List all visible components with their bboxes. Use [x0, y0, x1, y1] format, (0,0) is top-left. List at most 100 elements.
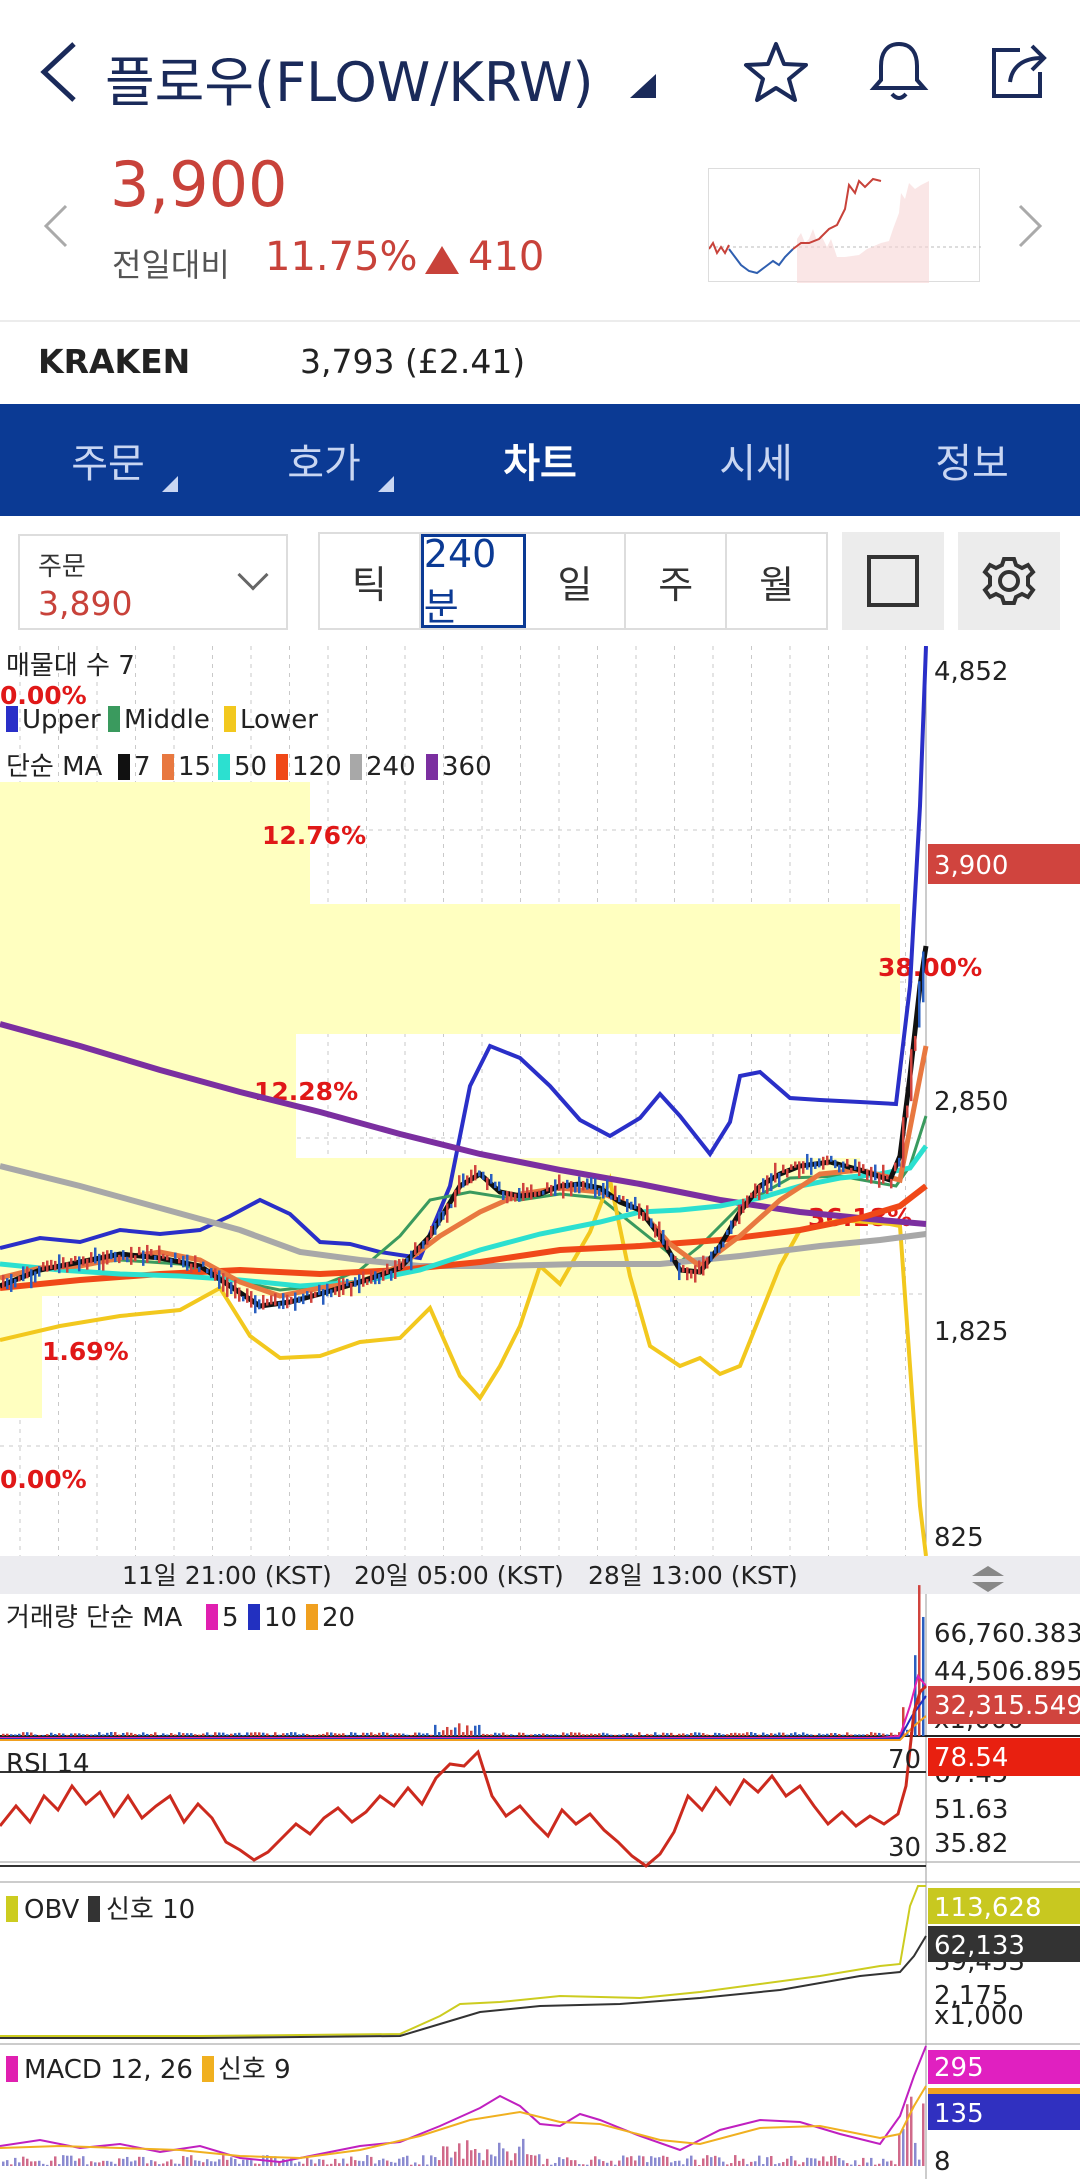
candle — [462, 1173, 465, 1188]
candle — [922, 951, 925, 1003]
macd-histogram-bar — [82, 2156, 85, 2166]
tab-chart[interactable]: 차트 — [432, 404, 648, 516]
period-month[interactable]: 월 — [759, 562, 795, 607]
period-week[interactable]: 주 — [626, 534, 728, 628]
volume-bar — [438, 1732, 441, 1736]
volume-bar — [210, 1734, 213, 1736]
prev-arrow-icon[interactable] — [40, 202, 70, 250]
candle — [46, 1260, 49, 1272]
macd-histogram-bar — [614, 2164, 617, 2166]
volume-bar — [70, 1733, 73, 1736]
candle — [706, 1257, 709, 1269]
macd-histogram-bar — [490, 2154, 493, 2166]
candle — [506, 1190, 509, 1204]
bell-icon[interactable] — [868, 38, 930, 104]
candle — [222, 1273, 225, 1292]
y-tick-label: x1,000 — [934, 2001, 1024, 2031]
candle — [86, 1258, 89, 1270]
candle — [262, 1295, 265, 1310]
order-select[interactable]: 주문 3,890 — [18, 534, 288, 630]
page-title[interactable]: 플로우(FLOW/KRW) — [105, 51, 594, 114]
volume-bar — [206, 1732, 209, 1736]
macd-histogram-bar — [330, 2163, 333, 2166]
mini-chart[interactable] — [708, 168, 981, 283]
candle — [106, 1250, 109, 1265]
candle — [74, 1255, 77, 1262]
macd-histogram-bar — [754, 2161, 757, 2166]
volume-bar — [578, 1732, 581, 1736]
macd-histogram-bar — [582, 2164, 585, 2166]
macd-histogram-bar — [134, 2160, 137, 2166]
macd-histogram-bar — [402, 2157, 405, 2166]
chevron-left-icon[interactable] — [36, 40, 82, 104]
candle — [702, 1255, 705, 1276]
macd-histogram-bar — [822, 2156, 825, 2166]
candle — [170, 1258, 173, 1268]
volume-bar — [366, 1732, 369, 1736]
macd-histogram-bar — [450, 2157, 453, 2166]
share-icon[interactable] — [986, 38, 1052, 102]
candle — [270, 1295, 273, 1305]
macd-histogram-bar — [346, 2163, 349, 2166]
candle — [606, 1179, 609, 1197]
macd-histogram-bar — [190, 2155, 193, 2166]
volume-bar — [182, 1733, 185, 1736]
macd-histogram-bar — [718, 2157, 721, 2166]
volume-bar — [354, 1732, 357, 1736]
macd-histogram-bar — [26, 2158, 29, 2166]
macd-histogram-bar — [94, 2162, 97, 2166]
macd-histogram-bar — [306, 2157, 309, 2166]
volume-bar — [674, 1734, 677, 1736]
macd-histogram-bar — [886, 2161, 889, 2166]
volume-bar — [666, 1733, 669, 1736]
macd-histogram-bar — [102, 2160, 105, 2166]
candle — [218, 1270, 221, 1289]
tab-quotes[interactable]: 시세 — [648, 404, 864, 516]
candle — [442, 1210, 445, 1220]
volume-bar — [446, 1726, 449, 1736]
period-tick[interactable]: 틱 — [320, 534, 421, 628]
chart-type-button[interactable] — [842, 532, 944, 630]
candle — [190, 1263, 193, 1274]
period-day[interactable]: 일 — [526, 534, 627, 628]
volume-bar — [82, 1734, 85, 1736]
candle — [318, 1284, 321, 1295]
candle — [798, 1161, 801, 1179]
chart-area[interactable]: 0.00% 12.76% 38.00% 12.28% 36.18% 1.69% … — [0, 645, 1080, 2179]
volume-bar — [90, 1734, 93, 1736]
macd-histogram-bar — [438, 2160, 441, 2166]
macd-histogram-bar — [422, 2155, 425, 2166]
macd-histogram-bar — [258, 2163, 261, 2166]
tab-order[interactable]: 주문 — [0, 404, 216, 516]
volume-bar — [18, 1733, 21, 1736]
macd-histogram-bar — [278, 2161, 281, 2166]
macd-histogram-bar — [406, 2155, 409, 2166]
star-icon[interactable] — [742, 40, 810, 104]
volume-bar — [74, 1733, 77, 1736]
macd-histogram-bar — [566, 2157, 569, 2166]
period-240min[interactable]: 240분 — [420, 532, 526, 629]
legend-ma-7: 7 — [134, 752, 151, 782]
triangle-down-icon[interactable] — [630, 74, 656, 98]
candle — [298, 1296, 301, 1304]
candle — [38, 1265, 41, 1277]
chart-settings-button[interactable] — [958, 532, 1060, 630]
next-arrow-icon[interactable] — [1016, 202, 1046, 250]
macd-histogram-bar — [126, 2156, 129, 2166]
macd-signal-legend: 신호 9 — [218, 2055, 291, 2085]
volume-bar — [838, 1733, 841, 1736]
tab-orderbook[interactable]: 호가 — [216, 404, 432, 516]
tab-info[interactable]: 정보 — [864, 404, 1080, 516]
candle — [642, 1212, 645, 1221]
resize-handle-icon[interactable] — [972, 1566, 1004, 1592]
volume-bar — [158, 1734, 161, 1736]
y-tick-label: 1,825 — [934, 1317, 1008, 1347]
macd-histogram-bar — [782, 2162, 785, 2166]
macd-histogram-bar — [434, 2157, 437, 2166]
macd-histogram-bar — [850, 2164, 853, 2166]
volume-bar — [322, 1733, 325, 1736]
y-tick-label: 66,760.383 — [934, 1619, 1080, 1649]
volume-bar — [150, 1734, 153, 1736]
macd-histogram-bar — [150, 2160, 153, 2166]
legend-swatch — [6, 706, 18, 732]
